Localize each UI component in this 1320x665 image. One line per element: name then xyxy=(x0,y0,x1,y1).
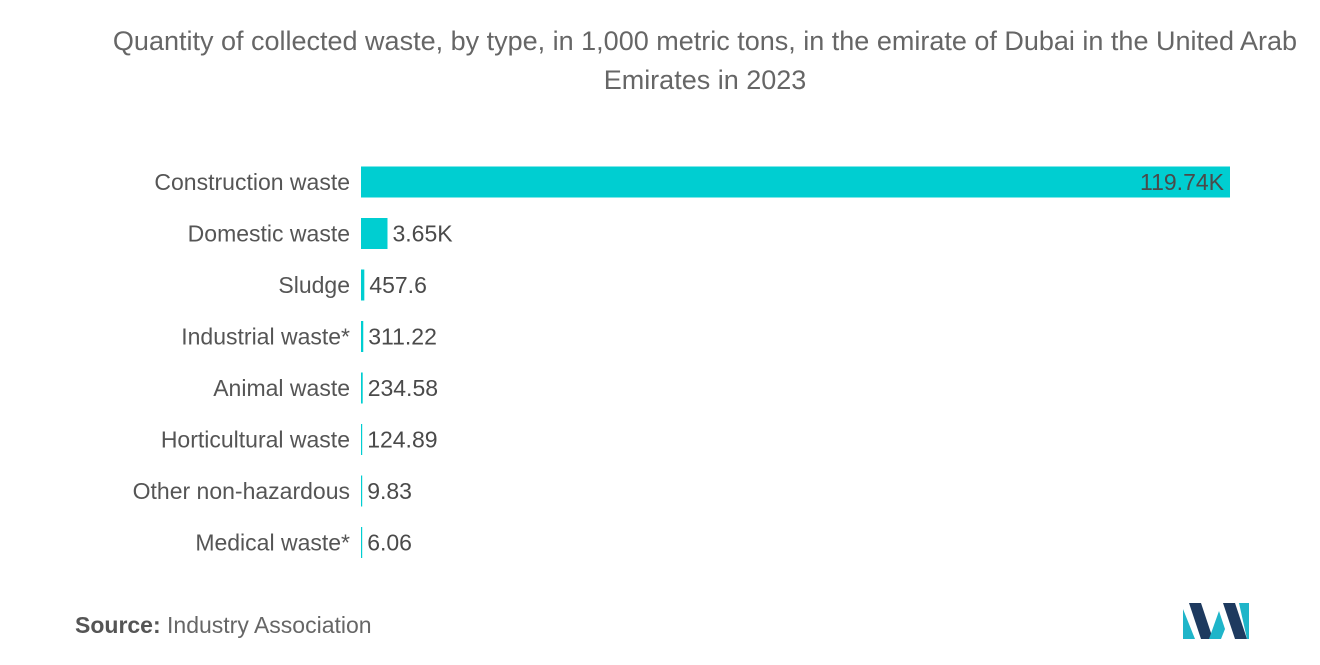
data-label: 234.58 xyxy=(368,375,438,401)
category-label: Construction waste xyxy=(154,169,350,195)
bar[interactable] xyxy=(361,167,1230,198)
data-label: 119.74K xyxy=(1140,169,1225,195)
data-label: 6.06 xyxy=(367,530,412,556)
bar[interactable] xyxy=(361,270,364,301)
data-label: 124.89 xyxy=(367,427,437,453)
data-label: 3.65K xyxy=(392,221,453,247)
bar[interactable] xyxy=(361,527,362,558)
source-text: Industry Association xyxy=(167,612,372,638)
chart-title: Quantity of collected waste, by type, in… xyxy=(60,22,1320,100)
source-label: Source: xyxy=(75,612,161,638)
mordor-intelligence-logo-icon xyxy=(1183,603,1251,639)
bar[interactable] xyxy=(361,218,387,249)
category-label: Animal waste xyxy=(213,375,350,401)
category-label: Other non-hazardous xyxy=(133,478,350,504)
data-label: 9.83 xyxy=(367,478,412,504)
bar[interactable] xyxy=(361,373,363,404)
bar-chart: Construction waste 119.74K Domestic waste 3… xyxy=(0,140,1320,580)
bar[interactable] xyxy=(361,321,363,352)
category-label: Sludge xyxy=(278,272,350,298)
bar[interactable] xyxy=(361,424,362,455)
category-label: Domestic waste xyxy=(188,221,350,247)
bar[interactable] xyxy=(361,476,362,507)
data-label: 311.22 xyxy=(368,324,437,350)
category-label: Industrial waste* xyxy=(181,324,350,350)
category-label: Medical waste* xyxy=(195,530,350,556)
data-label: 457.6 xyxy=(369,272,427,298)
source-note: Source: Industry Association xyxy=(75,612,372,639)
category-label: Horticultural waste xyxy=(161,427,350,453)
